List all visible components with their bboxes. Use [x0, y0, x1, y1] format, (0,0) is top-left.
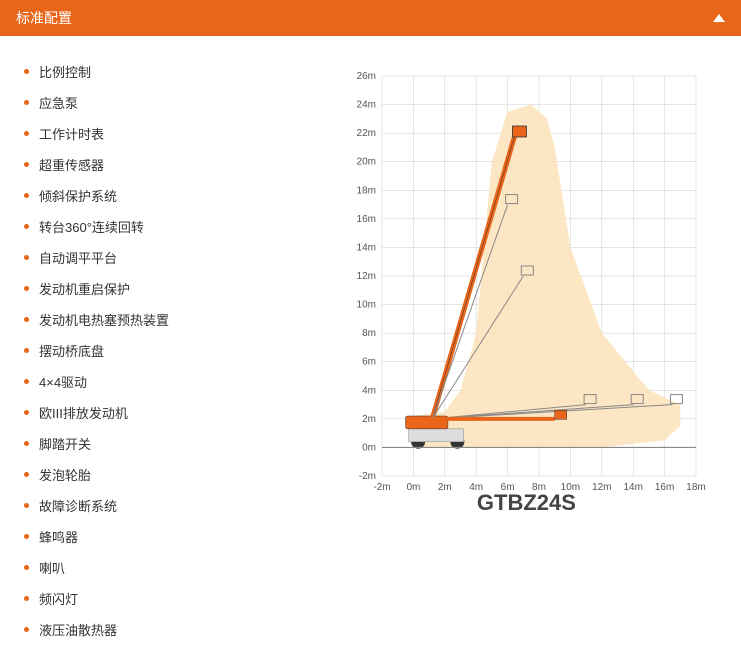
feature-item: 4×4驱动 [24, 366, 336, 397]
svg-text:26m: 26m [357, 71, 376, 82]
bullet-icon [24, 410, 29, 415]
svg-text:18m: 18m [687, 482, 706, 493]
bullet-icon [24, 131, 29, 136]
bullet-icon [24, 224, 29, 229]
feature-item: 应急泵 [24, 87, 336, 118]
feature-text: 倾斜保护系统 [39, 186, 117, 205]
feature-item: 转台360°连续回转 [24, 211, 336, 242]
svg-text:2m: 2m [438, 482, 452, 493]
feature-text: 液压油散热器 [39, 620, 117, 639]
reach-chart-container: -2m 0m 2m 4m 6m 8m 10m 12m 14m 16m 18m 20m 22m 24m 26m… [336, 56, 717, 645]
feature-item: 发泡轮胎 [24, 459, 336, 490]
svg-text:22m: 22m [357, 128, 376, 139]
svg-text:6m: 6m [363, 357, 377, 368]
feature-item: 脚踏开关 [24, 428, 336, 459]
feature-text: 发动机重启保护 [39, 279, 130, 298]
bullet-icon [24, 503, 29, 508]
feature-item: 频闪灯 [24, 583, 336, 614]
bullet-icon [24, 472, 29, 477]
feature-item: 喇叭 [24, 552, 336, 583]
feature-item: 倾斜保护系统 [24, 180, 336, 211]
feature-item: 超重传感器 [24, 149, 336, 180]
bullet-icon [24, 534, 29, 539]
svg-text:24m: 24m [357, 100, 376, 111]
bullet-icon [24, 317, 29, 322]
svg-text:2m: 2m [363, 414, 377, 425]
svg-text:4m: 4m [363, 385, 377, 396]
feature-item: 摆动桥底盘 [24, 335, 336, 366]
feature-item: 发动机电热塞预热装置 [24, 304, 336, 335]
feature-item: 工作计时表 [24, 118, 336, 149]
bullet-icon [24, 565, 29, 570]
feature-text: 应急泵 [39, 93, 78, 112]
svg-text:14m: 14m [357, 242, 376, 253]
svg-text:14m: 14m [624, 482, 643, 493]
feature-text: 欧III排放发动机 [39, 403, 128, 422]
content-area: 比例控制应急泵工作计时表超重传感器倾斜保护系统转台360°连续回转自动调平平台发… [0, 36, 741, 665]
feature-text: 频闪灯 [39, 589, 78, 608]
feature-text: 发动机电热塞预热装置 [39, 310, 169, 329]
reach-chart: -2m 0m 2m 4m 6m 8m 10m 12m 14m 16m 18m 20m 22m 24m 26m… [346, 66, 706, 506]
feature-item: 蜂鸣器 [24, 521, 336, 552]
feature-text: 喇叭 [39, 558, 65, 577]
feature-item: 比例控制 [24, 56, 336, 87]
feature-text: 故障诊断系统 [39, 496, 117, 515]
svg-text:20m: 20m [357, 157, 376, 168]
header-title: 标准配置 [16, 8, 72, 28]
svg-text:10m: 10m [357, 300, 376, 311]
feature-text: 工作计时表 [39, 124, 104, 143]
collapse-icon [713, 14, 725, 22]
section-header[interactable]: 标准配置 [0, 0, 741, 36]
bullet-icon [24, 69, 29, 74]
feature-item: 故障诊断系统 [24, 490, 336, 521]
feature-text: 比例控制 [39, 62, 91, 81]
svg-text:-2m: -2m [359, 471, 376, 482]
svg-text:-2m: -2m [374, 482, 391, 493]
bullet-icon [24, 627, 29, 632]
feature-text: 4×4驱动 [39, 372, 87, 391]
feature-item: 自动调平平台 [24, 242, 336, 273]
feature-item: 液压油散热器 [24, 614, 336, 645]
bullet-icon [24, 379, 29, 384]
svg-text:12m: 12m [592, 482, 611, 493]
svg-text:8m: 8m [363, 328, 377, 339]
feature-text: 转台360°连续回转 [39, 217, 144, 236]
feature-text: 自动调平平台 [39, 248, 117, 267]
svg-text:0m: 0m [363, 442, 377, 453]
feature-text: 脚踏开关 [39, 434, 91, 453]
feature-text: 发泡轮胎 [39, 465, 91, 484]
bullet-icon [24, 193, 29, 198]
svg-text:16m: 16m [655, 482, 674, 493]
svg-text:16m: 16m [357, 214, 376, 225]
feature-item: 欧III排放发动机 [24, 397, 336, 428]
svg-text:18m: 18m [357, 185, 376, 196]
feature-text: 超重传感器 [39, 155, 104, 174]
bullet-icon [24, 348, 29, 353]
svg-text:0m: 0m [407, 482, 421, 493]
bullet-icon [24, 162, 29, 167]
bullet-icon [24, 441, 29, 446]
bullet-icon [24, 255, 29, 260]
bullet-icon [24, 596, 29, 601]
svg-text:12m: 12m [357, 271, 376, 282]
model-label: GTBZ24S [477, 490, 576, 516]
feature-list: 比例控制应急泵工作计时表超重传感器倾斜保护系统转台360°连续回转自动调平平台发… [24, 56, 336, 645]
bullet-icon [24, 100, 29, 105]
feature-item: 发动机重启保护 [24, 273, 336, 304]
feature-text: 蜂鸣器 [39, 527, 78, 546]
bullet-icon [24, 286, 29, 291]
feature-text: 摆动桥底盘 [39, 341, 104, 360]
